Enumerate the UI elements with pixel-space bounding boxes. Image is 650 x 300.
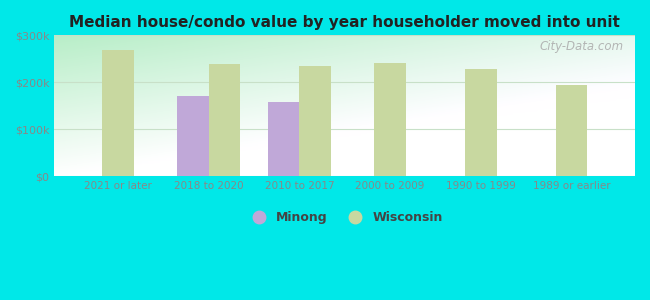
Bar (102, 50, 134, 176)
Bar (177, 96, 209, 176)
Bar (300, 66, 331, 176)
Bar (465, 69, 497, 176)
Bar (268, 102, 300, 176)
Bar (374, 63, 406, 176)
Title: Median house/condo value by year householder moved into unit: Median house/condo value by year househo… (70, 15, 620, 30)
Text: City-Data.com: City-Data.com (540, 40, 623, 52)
Bar (556, 85, 588, 176)
Legend: Minong, Wisconsin: Minong, Wisconsin (241, 206, 448, 229)
Bar (209, 64, 240, 176)
